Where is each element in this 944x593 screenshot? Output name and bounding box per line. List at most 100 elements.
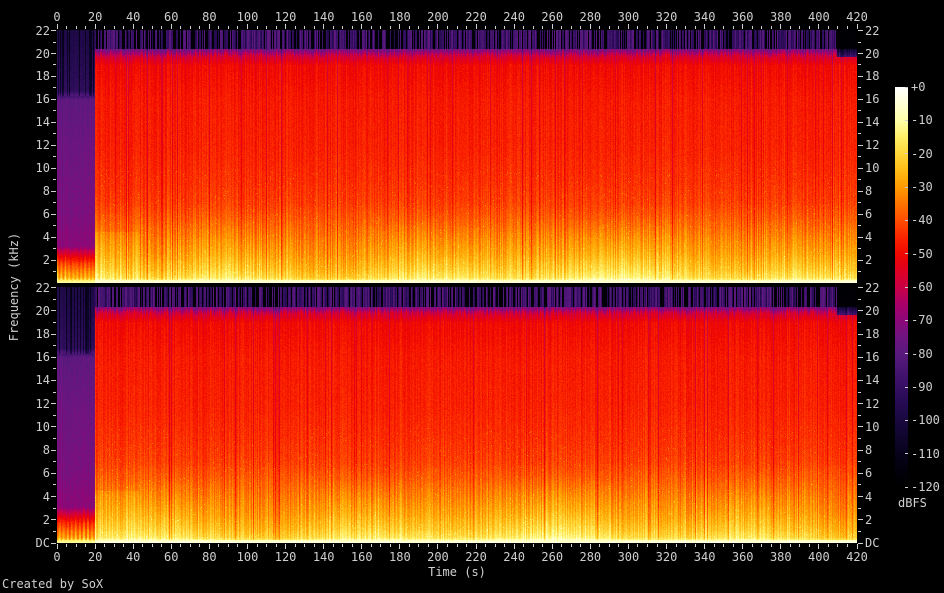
freq-minor-tick [858, 87, 861, 89]
time-minor-tick [723, 544, 725, 547]
time-tick-label: 200 [427, 550, 449, 564]
time-tick [285, 544, 287, 549]
time-tick-label: 20 [87, 550, 103, 564]
time-minor-tick [380, 26, 382, 29]
time-minor-tick [608, 544, 610, 547]
freq-minor-tick [53, 438, 56, 439]
time-tick [780, 544, 782, 549]
freq-tick [51, 519, 56, 521]
time-minor-tick [370, 544, 372, 547]
freq-minor-tick [858, 461, 861, 463]
time-minor-tick [485, 544, 487, 547]
time-tick [132, 24, 134, 29]
freq-minor-tick [53, 248, 56, 250]
time-minor-tick [275, 544, 277, 547]
time-minor-tick [304, 26, 306, 29]
time-minor-tick [370, 26, 372, 29]
freq-minor-tick [858, 271, 861, 273]
time-minor-tick [342, 26, 344, 29]
time-tick-label: 300 [617, 10, 640, 24]
time-minor-tick [494, 544, 496, 547]
time-tick [627, 24, 629, 29]
time-minor-tick [427, 544, 429, 547]
freq-tick-label: 22 [865, 23, 880, 38]
time-tick-label: 180 [389, 10, 411, 24]
time-minor-tick [123, 544, 125, 547]
time-minor-tick [713, 544, 715, 547]
time-minor-tick [761, 544, 763, 547]
colorbar-tick-label: -30 [911, 180, 933, 194]
freq-tick-label: 18 [35, 327, 50, 342]
freq-minor-tick [858, 484, 861, 486]
time-minor-tick [427, 26, 429, 29]
time-tick [208, 24, 210, 29]
time-tick [323, 544, 325, 549]
time-tick [513, 24, 515, 29]
time-tick-label: 80 [202, 10, 217, 24]
time-tick-label: 400 [808, 550, 830, 564]
time-minor-tick [485, 26, 487, 29]
time-tick-label: 260 [541, 550, 564, 564]
freq-tick-label: 10 [865, 419, 880, 434]
time-tick-label: 280 [579, 550, 602, 564]
freq-tick-label: 16 [35, 92, 50, 107]
time-minor-tick [151, 544, 153, 547]
freq-tick-label: 2 [865, 512, 873, 527]
time-tick-label: 100 [236, 550, 259, 564]
time-tick-label: 400 [808, 10, 830, 24]
time-minor-tick [523, 544, 525, 547]
time-minor-tick [313, 544, 315, 547]
freq-minor-tick [858, 248, 861, 250]
time-minor-tick [523, 26, 525, 29]
freq-tick [51, 75, 56, 77]
time-tick-label: 20 [87, 10, 103, 24]
time-minor-tick [351, 26, 353, 29]
time-tick-label: 280 [579, 10, 602, 24]
freq-tick [51, 310, 56, 312]
freq-tick [858, 542, 863, 544]
freq-minor-tick [858, 298, 861, 300]
time-tick-label: 180 [389, 550, 411, 564]
freq-tick [858, 403, 863, 405]
freq-minor-tick [858, 225, 861, 227]
freq-tick [51, 259, 56, 261]
freq-tick-label: 20 [35, 46, 50, 61]
freq-minor-tick [53, 461, 56, 463]
time-minor-tick [713, 26, 715, 29]
freq-tick [51, 356, 56, 358]
time-minor-tick [351, 544, 353, 547]
freq-tick [51, 379, 56, 381]
freq-tick [858, 519, 863, 521]
freq-tick [51, 53, 56, 55]
time-minor-tick [504, 544, 506, 547]
time-tick [208, 544, 210, 549]
freq-tick [51, 98, 56, 100]
time-minor-tick [151, 26, 153, 29]
time-tick [437, 544, 439, 549]
time-minor-tick [380, 544, 382, 547]
freq-tick-label: 6 [865, 207, 873, 222]
freq-tick [858, 121, 863, 123]
freq-tick-label: 10 [865, 161, 880, 176]
freq-tick [51, 213, 56, 215]
time-tick [132, 544, 134, 549]
time-minor-tick [66, 26, 68, 29]
freq-tick-label: 20 [865, 303, 880, 318]
time-tick-label: 340 [693, 550, 716, 564]
colorbar-tick-label: -20 [911, 146, 933, 161]
y-axis-title: Frequency (kHz) [7, 232, 21, 342]
time-tick-label: 40 [125, 550, 141, 564]
freq-tick-label: 18 [35, 69, 50, 84]
time-minor-tick [342, 544, 344, 547]
freq-tick [51, 333, 56, 335]
time-tick [437, 24, 439, 29]
time-tick [704, 24, 706, 29]
freq-tick-label: 4 [865, 489, 873, 504]
freq-minor-tick [53, 156, 56, 158]
time-minor-tick [389, 544, 391, 547]
freq-tick-label: 14 [865, 115, 880, 130]
colorbar-tick [905, 219, 908, 221]
colorbar-tick-label: +0 [911, 80, 926, 94]
time-minor-tick [723, 26, 725, 29]
